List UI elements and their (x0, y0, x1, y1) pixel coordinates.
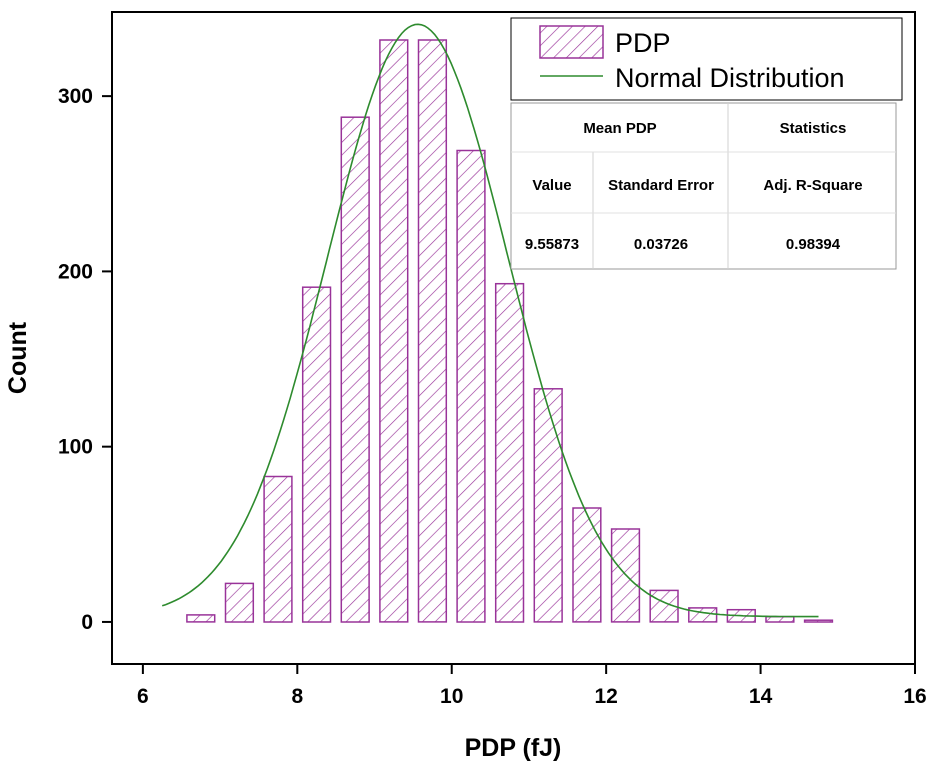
y-tick-label: 300 (58, 85, 93, 108)
x-tick-label: 8 (291, 685, 303, 708)
stats-value-adj-r2: 0.98394 (786, 236, 841, 253)
histogram-bar (494, 282, 525, 623)
y-tick-label: 100 (58, 436, 93, 459)
x-tick-label: 6 (137, 685, 149, 708)
histogram-bar (301, 286, 332, 623)
histogram-bar (340, 116, 370, 623)
histogram-bar (533, 388, 563, 623)
stats-column-std-error: Standard Error (608, 177, 714, 194)
histogram-bar (186, 614, 216, 623)
normal-distribution-curve (161, 23, 819, 618)
stats-column-adj-r2: Adj. R-Square (763, 177, 862, 194)
histogram-bar (417, 39, 448, 623)
histogram-bar (765, 615, 795, 623)
bars-group (186, 39, 834, 623)
y-axis-title: Count (4, 321, 32, 394)
stats-value-mean: 9.55873 (525, 236, 579, 253)
x-tick-label: 12 (594, 685, 617, 708)
histogram-bar (688, 607, 718, 623)
histogram-bar (379, 39, 409, 623)
histogram-bar (572, 507, 602, 623)
legend-label-normal: Normal Distribution (615, 63, 845, 93)
stats-header-mean: Mean PDP (583, 120, 656, 137)
axis-ticks: 6 8 10 12 14 16 0 100 200 300 (58, 85, 927, 708)
stats-table-frame (510, 102, 897, 270)
histogram-bar (224, 582, 255, 623)
stats-table: Mean PDP Statistics Value Standard Error… (510, 102, 897, 270)
x-axis-title: PDP (fJ) (465, 734, 562, 762)
histogram-bar (803, 619, 834, 623)
legend: PDP Normal Distribution (510, 17, 903, 101)
y-tick-label: 0 (81, 611, 93, 634)
stats-header-statistics: Statistics (780, 120, 847, 137)
legend-swatch-pdp (539, 25, 604, 59)
plot-frame (111, 11, 916, 665)
x-tick-label: 16 (903, 685, 926, 708)
histogram-bar (263, 475, 293, 623)
histogram-bar (456, 149, 486, 623)
stats-value-std-error: 0.03726 (634, 236, 688, 253)
stats-column-value: Value (532, 177, 571, 194)
x-tick-label: 10 (440, 685, 463, 708)
x-tick-label: 14 (749, 685, 773, 708)
legend-label-pdp: PDP (615, 28, 671, 58)
y-tick-label: 200 (58, 260, 93, 283)
